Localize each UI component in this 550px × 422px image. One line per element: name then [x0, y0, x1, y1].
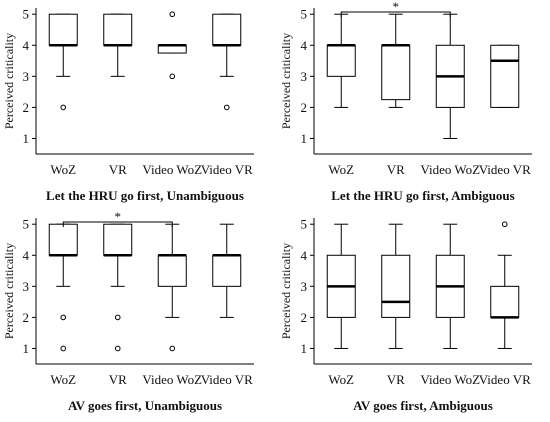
y-tick-label: 5 [301, 217, 308, 232]
outlier-point [223, 104, 230, 111]
significance-label: * [115, 209, 122, 224]
outlier-point [114, 314, 121, 321]
chart-panel: 1 2 3 4 5 Perceived criticality WoZ VR Video WoZ… [2, 209, 254, 413]
y-tick-label: 1 [301, 341, 308, 356]
y-tick-label: 1 [23, 341, 30, 356]
y-tick-label: 5 [301, 7, 308, 22]
y-tick-label: 4 [301, 38, 308, 53]
x-tick-label: Video VR [479, 162, 531, 177]
box [212, 13, 242, 46]
panel-title: AV goes first, Ambiguous [353, 398, 493, 413]
box [381, 44, 411, 101]
box [103, 13, 133, 46]
outlier-point [60, 314, 67, 321]
x-tick-label: Video WoZ [420, 162, 480, 177]
box [212, 254, 242, 287]
x-tick-label: Video WoZ [142, 162, 202, 177]
chart-panel: 1 2 3 4 5 Perceived criticality WoZ VR Video WoZ… [279, 0, 532, 203]
y-tick-label: 3 [23, 279, 30, 294]
significance-label: * [393, 0, 400, 14]
chart-panel: 1 2 3 4 5 Perceived criticality WoZ VR Video WoZ… [279, 217, 532, 413]
y-tick-label: 1 [23, 131, 30, 146]
y-tick-label: 2 [23, 310, 30, 325]
outlier-point [60, 345, 67, 352]
box [48, 223, 78, 256]
x-tick-label: WoZ [328, 162, 354, 177]
panel-title: AV goes first, Unambiguous [68, 398, 222, 413]
panel-title: Let the HRU go first, Ambiguous [331, 188, 514, 203]
chart-panel: 1 2 3 4 5 Perceived criticality WoZ VR Video WoZ… [2, 7, 254, 203]
y-tick-label: 3 [23, 69, 30, 84]
x-tick-label: VR [387, 372, 405, 387]
x-tick-label: VR [109, 162, 127, 177]
box [157, 254, 187, 287]
outlier-point [114, 345, 121, 352]
x-tick-label: Video VR [201, 372, 253, 387]
x-tick-label: Video WoZ [420, 372, 480, 387]
box [490, 44, 520, 108]
x-tick-label: Video WoZ [142, 372, 202, 387]
outlier-point [169, 73, 176, 80]
y-tick-label: 4 [301, 248, 308, 263]
x-tick-label: WoZ [50, 162, 76, 177]
outlier-point [60, 104, 67, 111]
panel-title: Let the HRU go first, Unambiguous [46, 188, 244, 203]
box [326, 44, 356, 77]
x-tick-label: VR [109, 372, 127, 387]
outlier-point [501, 221, 508, 228]
y-tick-label: 2 [301, 100, 308, 115]
x-tick-label: VR [387, 162, 405, 177]
box [490, 285, 520, 318]
y-tick-label: 1 [301, 131, 308, 146]
y-tick-label: 5 [23, 7, 30, 22]
y-axis-label: Perceived criticality [279, 33, 293, 129]
y-tick-label: 2 [23, 100, 30, 115]
y-tick-label: 5 [23, 217, 30, 232]
y-axis-label: Perceived criticality [2, 33, 16, 129]
box [103, 223, 133, 256]
significance-bracket [62, 221, 173, 227]
y-tick-label: 3 [301, 69, 308, 84]
y-tick-label: 4 [23, 248, 30, 263]
outlier-point [169, 11, 176, 18]
x-tick-label: Video VR [479, 372, 531, 387]
outlier-point [169, 345, 176, 352]
box [48, 13, 78, 46]
x-tick-label: WoZ [328, 372, 354, 387]
y-tick-label: 2 [301, 310, 308, 325]
x-tick-label: Video VR [201, 162, 253, 177]
y-axis-label: Perceived criticality [2, 243, 16, 339]
y-tick-label: 3 [301, 279, 308, 294]
y-axis-label: Perceived criticality [279, 243, 293, 339]
y-tick-label: 4 [23, 38, 30, 53]
box [381, 254, 411, 318]
x-tick-label: WoZ [50, 372, 76, 387]
significance-bracket [340, 11, 451, 17]
